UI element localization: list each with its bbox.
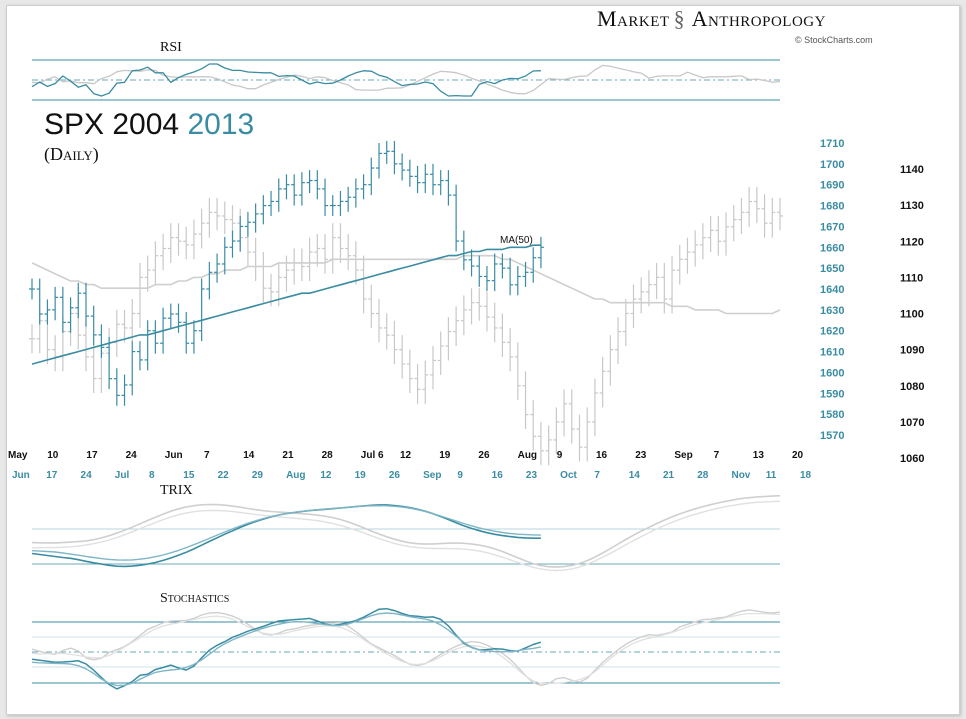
tick-2013-x: 19 bbox=[355, 470, 367, 481]
trix-label: TRIX bbox=[160, 483, 193, 498]
tick-2004-x: Jun bbox=[165, 450, 183, 461]
tick-2004-y: 1080 bbox=[900, 381, 924, 393]
tick-2004-x: 26 bbox=[478, 450, 490, 461]
tick-2013-x: 8 bbox=[149, 470, 155, 481]
tick-2013-x: 29 bbox=[252, 470, 264, 481]
tick-2013-x: Jun bbox=[12, 470, 30, 481]
dna-icon: § bbox=[673, 6, 686, 31]
tick-2004-x: 14 bbox=[243, 450, 255, 461]
tick-2004-x: Aug bbox=[518, 450, 537, 461]
rsi-2013-line bbox=[31, 63, 541, 97]
trix-2004-line bbox=[31, 494, 781, 568]
tick-2013-x: 23 bbox=[526, 470, 538, 481]
tick-2013-y: 1630 bbox=[820, 305, 844, 317]
ma50-2004-line bbox=[31, 254, 781, 315]
chart-frame bbox=[6, 5, 960, 715]
tick-2013-x: 24 bbox=[81, 470, 93, 481]
tick-2013-y: 1580 bbox=[820, 409, 844, 421]
trix-2013-signal-line bbox=[31, 505, 541, 561]
ma50-label: MA(50) bbox=[500, 235, 533, 246]
tick-2013-x: 11 bbox=[766, 470, 777, 481]
tick-2004-y: 1100 bbox=[900, 309, 924, 321]
tick-2013-x: 9 bbox=[457, 470, 463, 481]
tick-2004-y: 1070 bbox=[900, 417, 924, 429]
tick-2013-x: Oct bbox=[560, 470, 577, 481]
tick-2013-y: 1600 bbox=[820, 367, 844, 379]
rsi-2004-line bbox=[31, 64, 781, 95]
tick-2004-x: 12 bbox=[400, 450, 412, 461]
tick-2004-x: 23 bbox=[635, 450, 647, 461]
tick-2013-x: 14 bbox=[629, 470, 641, 481]
tick-2013-x: 12 bbox=[320, 470, 332, 481]
stoch-2004-line bbox=[31, 609, 781, 686]
brand-logo: Market § Anthropology bbox=[597, 6, 826, 32]
tick-2013-x: 16 bbox=[492, 470, 504, 481]
title-prefix: SPX 2004 bbox=[44, 108, 180, 141]
tick-2013-y: 1680 bbox=[820, 201, 844, 213]
tick-2013-y: 1690 bbox=[820, 180, 844, 192]
tick-2004-x: Jul 6 bbox=[361, 450, 384, 461]
tick-2004-x: Sep bbox=[674, 450, 692, 461]
title-year-2013: 2013 bbox=[187, 108, 255, 141]
tick-2004-y: 1090 bbox=[900, 345, 924, 357]
tick-2004-y: 1060 bbox=[900, 453, 924, 465]
tick-2013-y: 1570 bbox=[820, 430, 844, 442]
tick-2013-x: 7 bbox=[594, 470, 600, 481]
chart-title: SPX 2004 2013 bbox=[44, 108, 254, 142]
tick-2004-x: 20 bbox=[792, 450, 804, 461]
tick-2013-y: 1700 bbox=[820, 159, 844, 171]
ma50-2013-line bbox=[31, 244, 541, 365]
tick-2013-y: 1710 bbox=[820, 138, 844, 150]
trix-2004-signal-line bbox=[31, 500, 781, 572]
tick-2013-x: 28 bbox=[697, 470, 709, 481]
tick-2013-y: 1610 bbox=[820, 347, 844, 359]
tick-2004-x: 9 bbox=[557, 450, 563, 461]
stochastics-label: Stochastics bbox=[160, 591, 230, 606]
tick-2004-x: 7 bbox=[714, 450, 720, 461]
stoch-2004-signal-line bbox=[31, 612, 781, 685]
tick-2013-x: 26 bbox=[389, 470, 401, 481]
tick-2013-x: 21 bbox=[663, 470, 675, 481]
brand-right: Anthropology bbox=[691, 6, 826, 31]
stoch-2013-signal-line bbox=[31, 612, 542, 687]
tick-2004-y: 1110 bbox=[900, 272, 923, 284]
tick-2013-x: Jul bbox=[115, 470, 130, 481]
tick-2004-x: 7 bbox=[204, 450, 210, 461]
tick-2013-x: Nov bbox=[731, 470, 750, 481]
credit-text: © StockCharts.com bbox=[795, 35, 873, 45]
tick-2013-x: 22 bbox=[218, 470, 230, 481]
tick-2004-y: 1130 bbox=[900, 200, 924, 212]
tick-2004-x: 24 bbox=[126, 450, 138, 461]
rsi-label: RSI bbox=[160, 40, 182, 55]
tick-2004-y: 1120 bbox=[900, 236, 924, 248]
brand-left: Market bbox=[597, 6, 670, 31]
tick-2004-y: 1140 bbox=[900, 164, 924, 176]
tick-2004-x: 21 bbox=[282, 450, 294, 461]
tick-2013-x: 15 bbox=[183, 470, 195, 481]
tick-2013-y: 1660 bbox=[820, 242, 844, 254]
tick-2013-y: 1590 bbox=[820, 388, 844, 400]
tick-2013-y: 1640 bbox=[820, 284, 844, 296]
tick-2013-y: 1670 bbox=[820, 221, 844, 233]
tick-2004-x: 10 bbox=[47, 450, 59, 461]
tick-2013-x: Sep bbox=[423, 470, 441, 481]
tick-2013-y: 1620 bbox=[820, 326, 844, 338]
tick-2004-x: 17 bbox=[86, 450, 98, 461]
chart-subtitle: (Daily) bbox=[44, 144, 99, 164]
tick-2004-x: 16 bbox=[596, 450, 608, 461]
tick-2004-x: 28 bbox=[322, 450, 334, 461]
tick-2004-x: 13 bbox=[753, 450, 765, 461]
stoch-2013-line bbox=[31, 607, 542, 690]
tick-2013-x: 18 bbox=[800, 470, 812, 481]
tick-2013-x: Aug bbox=[286, 470, 305, 481]
tick-2004-x: May bbox=[8, 450, 28, 461]
tick-2013-y: 1650 bbox=[820, 263, 844, 275]
tick-2004-x: 19 bbox=[439, 450, 451, 461]
tick-2013-x: 17 bbox=[46, 470, 58, 481]
